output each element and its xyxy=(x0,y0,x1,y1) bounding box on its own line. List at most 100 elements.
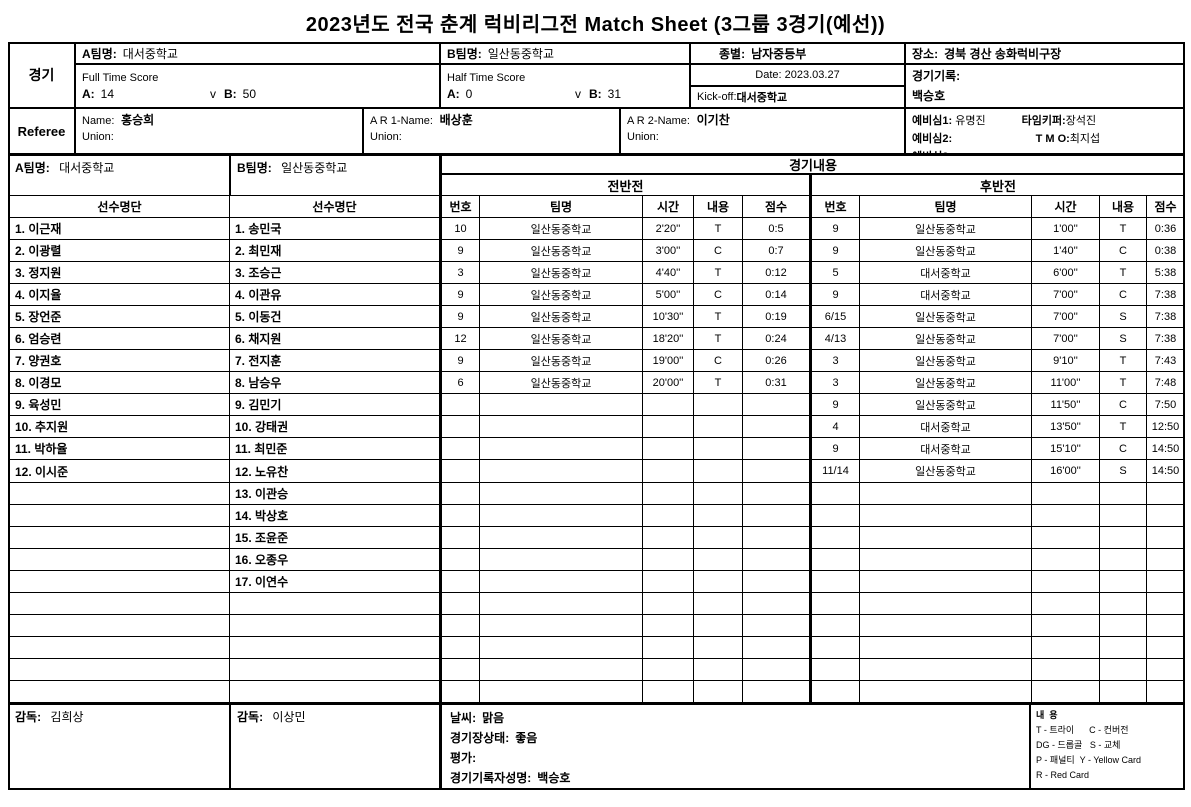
event-code xyxy=(694,416,743,439)
player-a-name: 6. 엄승련 xyxy=(10,328,230,351)
field-condition-value: 좋음 xyxy=(515,731,538,745)
player-b-name: 4. 이관유 xyxy=(230,284,440,307)
event-time xyxy=(1032,636,1100,659)
player-b-name: 5. 이동건 xyxy=(230,306,440,329)
roster-a-list-header: 선수명단 xyxy=(10,196,230,218)
event-score xyxy=(743,482,810,505)
event-team xyxy=(480,614,643,637)
event-code: S xyxy=(1100,306,1147,329)
event-score xyxy=(743,504,810,527)
event-number xyxy=(442,526,480,549)
event-number xyxy=(812,504,860,527)
event-number xyxy=(812,592,860,615)
event-code xyxy=(1100,570,1147,593)
event-number: 9 xyxy=(812,394,860,417)
event-team xyxy=(480,570,643,593)
event-code: T xyxy=(694,218,743,241)
event-team: 일산동중학교 xyxy=(480,372,643,395)
event-code xyxy=(1100,680,1147,703)
roster-a-title-cell: A팀명: 대서중학교 xyxy=(8,155,230,196)
roster-b-title-cell: B팀명: 일산동중학교 xyxy=(230,155,440,196)
event-number: 5 xyxy=(812,262,860,285)
event-team: 일산동중학교 xyxy=(860,372,1032,395)
event-team xyxy=(860,482,1032,505)
event-number xyxy=(812,636,860,659)
event-team xyxy=(860,592,1032,615)
full-time-b-value: 50 xyxy=(242,86,257,101)
event-time xyxy=(1032,658,1100,681)
event-time xyxy=(643,504,694,527)
event-number xyxy=(442,636,480,659)
event-team xyxy=(480,636,643,659)
event-time: 4'40'' xyxy=(643,262,694,285)
event-team xyxy=(480,416,643,439)
ar1-cell: A R 1-Name: 배상훈 Union: xyxy=(363,108,620,155)
event-code: T xyxy=(694,328,743,351)
player-b-name: 2. 최민재 xyxy=(230,240,440,263)
recorder-name-value: 백승호 xyxy=(537,771,571,785)
event-score xyxy=(1147,482,1185,505)
event-number xyxy=(442,680,480,703)
event-number: 6 xyxy=(442,372,480,395)
event-number: 9 xyxy=(442,306,480,329)
event-team: 일산동중학교 xyxy=(480,218,643,241)
player-b-name: 7. 전지훈 xyxy=(230,350,440,373)
legend-line-dropgoal-sub: DG - 드롭골 S - 교체 xyxy=(1036,740,1121,750)
event-number xyxy=(812,680,860,703)
event-score: 7:48 xyxy=(1147,372,1185,395)
coach-a-cell: 감독: 김희상 xyxy=(8,703,230,790)
referee-name-label: Name: xyxy=(82,115,115,127)
half-time-a-value: 0 xyxy=(465,86,473,101)
event-code xyxy=(694,636,743,659)
event-number: 3 xyxy=(812,350,860,373)
event-time: 13'50'' xyxy=(1032,416,1100,439)
event-number xyxy=(812,658,860,681)
event-time xyxy=(1032,548,1100,571)
player-a-name: 3. 정지원 xyxy=(10,262,230,285)
division-label: 종별: xyxy=(719,46,746,61)
event-number: 11/14 xyxy=(812,460,860,483)
event-time xyxy=(643,680,694,703)
column-header-score: 점수 xyxy=(743,196,810,218)
event-time xyxy=(1032,680,1100,703)
player-a-name: 2. 이광렬 xyxy=(10,240,230,263)
event-score: 7:38 xyxy=(1147,328,1185,351)
coach-a-label: 감독: xyxy=(15,710,42,724)
event-team: 일산동중학교 xyxy=(860,306,1032,329)
event-number xyxy=(442,570,480,593)
event-team: 일산동중학교 xyxy=(480,262,643,285)
player-a-name: 11. 박하율 xyxy=(10,438,230,461)
event-team: 대서중학교 xyxy=(860,262,1032,285)
event-team: 일산동중학교 xyxy=(860,350,1032,373)
player-b-name: 10. 강태권 xyxy=(230,416,440,439)
half-time-b-value: 31 xyxy=(607,86,622,101)
event-time: 7'00'' xyxy=(1032,306,1100,329)
event-score: 0:12 xyxy=(743,262,810,285)
tmo-label: T M O: xyxy=(1035,133,1070,145)
officials-cell: 예비심1: 유명진 예비심2: 예비심3: 타임키퍼:장석진 T M O:최지섭 xyxy=(905,108,1185,155)
roster-b-list-header: 선수명단 xyxy=(230,196,440,218)
event-number xyxy=(442,614,480,637)
legend-title: 내 용 xyxy=(1036,710,1058,720)
player-b-name: 3. 조승근 xyxy=(230,262,440,285)
timekeeper-label: 타임키퍼: xyxy=(1021,115,1066,127)
event-team xyxy=(480,658,643,681)
event-score: 7:50 xyxy=(1147,394,1185,417)
event-score: 12:50 xyxy=(1147,416,1185,439)
match-section-label: 경기 xyxy=(8,42,75,108)
event-score xyxy=(743,614,810,637)
event-time xyxy=(643,548,694,571)
event-number: 9 xyxy=(442,350,480,373)
roster-b-table: 선수명단 1. 송민국 2. 최민재 3. 조승근 4. 이관유 5. 이동건 6. 채지원… xyxy=(230,196,440,703)
event-team xyxy=(480,394,643,417)
event-time xyxy=(643,570,694,593)
event-time: 20'00'' xyxy=(643,372,694,395)
match-record-cell: 경기기록: 백승호 xyxy=(905,64,1185,108)
event-time xyxy=(643,438,694,461)
venue-label: 장소: xyxy=(912,46,939,61)
event-code: C xyxy=(694,240,743,263)
event-time xyxy=(643,394,694,417)
player-a-name xyxy=(10,636,230,659)
player-b-name: 16. 오종우 xyxy=(230,548,440,571)
event-team: 일산동중학교 xyxy=(480,240,643,263)
